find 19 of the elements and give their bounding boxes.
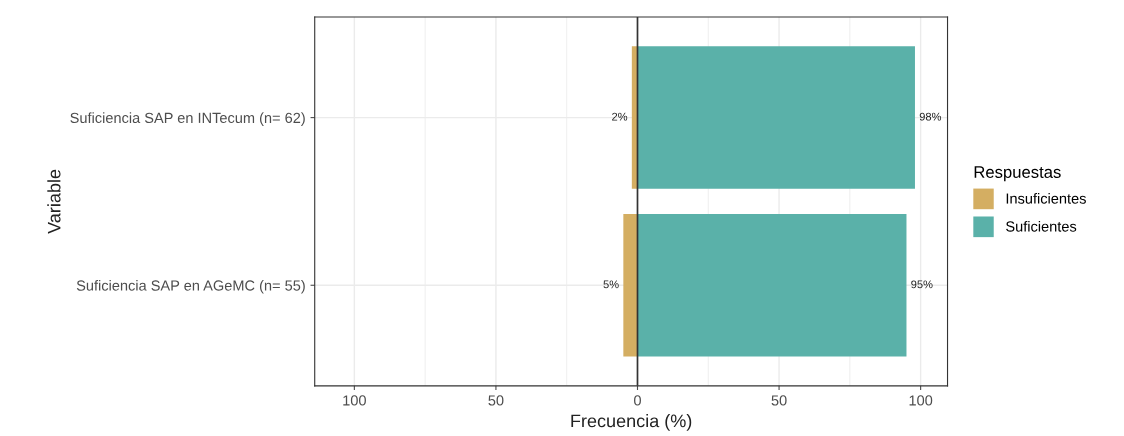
y-tick-label: Suficiencia SAP en INTecum (n= 62) [70,112,305,126]
bar [637,214,907,357]
x-tick-label: 100 [343,395,366,406]
bar [623,214,638,357]
data-label: 2% [612,112,628,121]
y-axis-title: Variable [47,169,61,234]
x-tick-label: 100 [909,395,933,406]
x-tick-label: 50 [771,395,787,406]
data-label: 98% [919,112,942,121]
data-label: 95% [911,280,933,289]
data-label: 5% [603,280,619,289]
legend-label: Suficientes [1006,220,1077,232]
bar [637,46,915,189]
legend-title: Respuestas [974,166,1061,182]
y-tick-label: Suficiencia SAP en AGeMC (n= 55) [76,279,305,294]
x-tick-label: 50 [488,395,504,406]
x-tick-label: 0 [634,395,641,406]
legend-label: Insuficientes [1006,193,1086,204]
x-axis-title: Frecuencia (%) [571,414,692,431]
